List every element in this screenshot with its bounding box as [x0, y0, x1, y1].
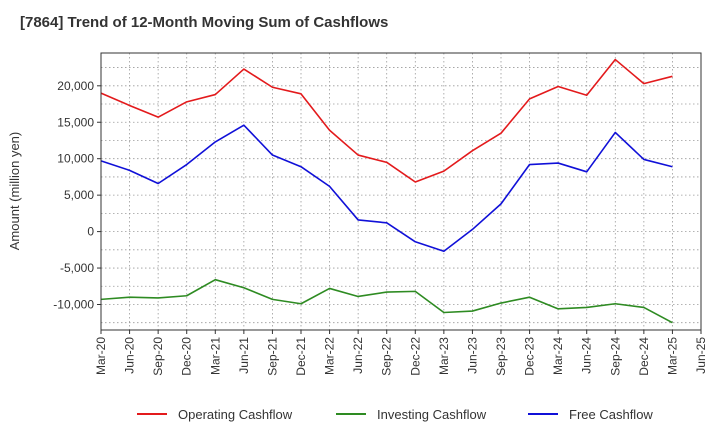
x-tick-label: Mar-23 [437, 337, 451, 375]
x-tick-label: Sep-21 [265, 337, 279, 376]
series-line-investing-cashflow [100, 278, 673, 324]
x-axis-ticks: Mar-20 Jun-20 Sep-20 Dec-20 Mar-21 Jun-21 Sep-… [94, 330, 708, 376]
x-tick-label: Jun-20 [123, 337, 137, 374]
legend-label: Free Cashflow [569, 407, 653, 422]
x-tick-label: Dec-22 [408, 337, 422, 376]
grid [100, 53, 702, 330]
legend: Operating Cashflow Investing Cashflow Free… [137, 407, 653, 422]
x-tick-label: Sep-24 [608, 337, 622, 376]
series-lines [100, 58, 673, 324]
x-tick-label: Mar-20 [94, 337, 108, 375]
x-tick-label: Mar-25 [665, 337, 679, 375]
y-tick-label: 15,000 [57, 115, 94, 129]
y-tick-label: 10,000 [57, 152, 94, 166]
chart-title: [7864] Trend of 12-Month Moving Sum of C… [20, 14, 389, 31]
x-tick-label: Sep-23 [494, 337, 508, 376]
series-line-free-cashflow [100, 124, 673, 253]
legend-label: Investing Cashflow [377, 407, 487, 422]
x-tick-label: Jun-24 [580, 337, 594, 374]
x-tick-label: Jun-23 [465, 337, 479, 374]
x-tick-label: Jun-22 [351, 337, 365, 374]
plot-area-frame [100, 52, 702, 331]
x-tick-label: Mar-22 [323, 337, 337, 375]
y-tick-label: 5,000 [64, 188, 94, 202]
x-tick-label: Jun-25 [694, 337, 708, 374]
series-line-operating-cashflow [100, 58, 673, 183]
x-tick-label: Mar-21 [208, 337, 222, 375]
y-axis-label: Amount (million yen) [7, 132, 22, 251]
x-tick-label: Sep-20 [151, 337, 165, 376]
x-tick-label: Jun-21 [237, 337, 251, 374]
x-tick-label: Sep-22 [380, 337, 394, 376]
y-tick-label: 0 [87, 225, 94, 239]
y-tick-label: -5,000 [60, 261, 94, 275]
legend-label: Operating Cashflow [178, 407, 293, 422]
y-tick-label: -10,000 [53, 297, 94, 311]
x-tick-label: Dec-23 [523, 337, 537, 376]
x-tick-label: Dec-20 [180, 337, 194, 376]
y-axis-ticks: -10,000 -5,000 0 5,000 10,000 15,000 20,000 [53, 79, 101, 311]
x-tick-label: Mar-24 [551, 337, 565, 375]
x-tick-label: Dec-24 [637, 337, 651, 376]
y-tick-label: 20,000 [57, 79, 94, 93]
x-tick-label: Dec-21 [294, 337, 308, 376]
